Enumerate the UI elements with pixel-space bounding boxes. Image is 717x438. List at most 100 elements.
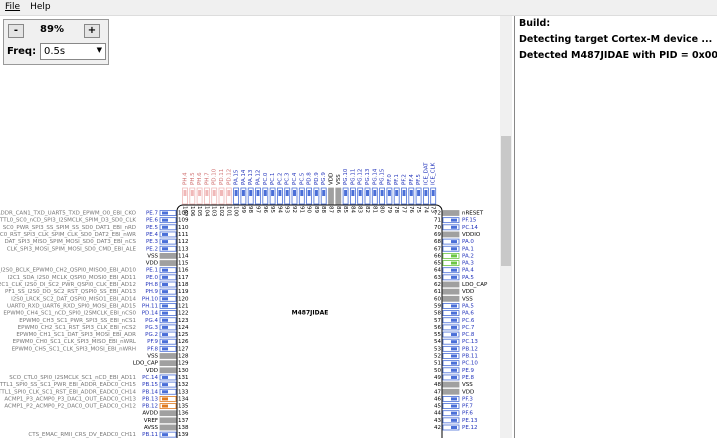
- pin-name: PG.15: [380, 168, 386, 185]
- pin-number: 51: [434, 361, 441, 367]
- pin-fill: [451, 368, 457, 372]
- pin-function: EPWM0_CH4_SC1_nCD_SPI0_I2SMCLK_EBI_nCS0: [3, 311, 136, 317]
- pin-number: 111: [178, 232, 189, 238]
- pin-fill: [162, 311, 168, 315]
- pin-fill: [278, 190, 282, 196]
- pin-number: 70: [434, 225, 441, 231]
- pin-fill: [227, 190, 231, 196]
- pin-name: PF.7: [462, 404, 473, 410]
- pin-number: 43: [434, 418, 441, 424]
- pin-fill: [451, 347, 457, 351]
- pin-number: 76: [408, 206, 414, 213]
- pin-number: 123: [178, 318, 189, 324]
- pin-fill: [451, 426, 457, 429]
- pin-fill: [322, 190, 326, 196]
- pin-name: PC.7: [462, 325, 475, 331]
- pin-box: [159, 367, 177, 374]
- pin-name: PE.0: [146, 275, 159, 281]
- zoom-out[interactable]: -: [8, 24, 24, 38]
- pin-fill: [344, 190, 348, 196]
- pin-number: 64: [434, 268, 441, 274]
- pin-name: VSS: [462, 296, 473, 302]
- pin-fill: [351, 190, 355, 196]
- pin-function: EPWM0_CH3_SC1_PWR_SPI3_SS_EBI_nCS1: [19, 318, 136, 324]
- pin-name: VSS: [147, 354, 158, 360]
- pin-name: PG.13: [365, 168, 371, 185]
- pin-number: 132: [178, 382, 189, 388]
- pin-function: I2S0_LRCK_SC2_DAT_QSPI0_MISO1_EBI_AD14: [11, 296, 136, 302]
- pin-fill: [162, 397, 168, 401]
- pin-number: 128: [178, 354, 189, 360]
- pin-fill: [451, 333, 457, 337]
- pin-number: 44: [434, 411, 441, 417]
- build-panel: Build: Detecting target Cortex-M device …: [514, 16, 717, 438]
- pin-function: SC0_PWR_SPI3_SS_SPIM_SS_SD0_DAT1_EBI_nRD: [3, 225, 136, 231]
- pin-fill: [162, 225, 168, 229]
- pin-fill: [451, 261, 457, 265]
- pin-fill: [451, 311, 457, 315]
- pin-name: PA.2: [462, 253, 474, 259]
- pin-fill: [424, 190, 428, 196]
- menu-bar: File Help: [0, 0, 717, 16]
- pin-name: PC.0: [263, 172, 269, 185]
- pin-number: 115: [178, 261, 189, 267]
- pin-fill: [451, 411, 457, 415]
- pin-fill: [451, 318, 457, 322]
- pin-box: [159, 260, 177, 266]
- pin-name: PD.10: [212, 168, 218, 185]
- pin-fill: [451, 225, 457, 229]
- pin-name: VSS: [147, 253, 158, 259]
- pin-fill: [307, 190, 311, 196]
- pin-number: 102: [218, 206, 224, 217]
- pin-number: 122: [178, 311, 189, 317]
- pin-fill: [162, 340, 168, 344]
- chip-name: M487JIDAE: [292, 310, 329, 317]
- pin-number: 58: [434, 311, 441, 317]
- pin-fill: [451, 375, 457, 379]
- pin-name: PD.9: [314, 172, 320, 185]
- pin-number: 97: [255, 206, 261, 213]
- pin-number: 62: [434, 282, 441, 288]
- pin-number: 133: [178, 389, 189, 395]
- pin-fill: [451, 340, 457, 344]
- pin-number: 139: [178, 432, 189, 438]
- pin-number: 99: [240, 206, 246, 213]
- pin-fill: [451, 418, 457, 422]
- pin-number: 96: [262, 206, 268, 213]
- pin-name: PB.12: [142, 404, 158, 410]
- freq-select[interactable]: 0.5s ▼: [40, 43, 106, 60]
- pin-name: PA.14: [241, 169, 247, 185]
- pin-name: PB.13: [142, 396, 158, 402]
- pin-function: EPWM0_CH5_SC1_CLK_SPI3_MOSI_EBI_nWRH: [12, 346, 136, 352]
- pin-name: PG.14: [372, 168, 378, 185]
- pin-fill: [451, 361, 457, 365]
- pin-number: 79: [386, 206, 392, 213]
- pin-name: PF.9: [147, 339, 158, 345]
- pin-fill: [212, 190, 216, 196]
- pin-name: VDDIO: [462, 232, 481, 238]
- pin-fill: [205, 190, 209, 196]
- pin-name: PH.9: [145, 289, 158, 295]
- pin-name: VDD: [329, 173, 335, 185]
- menu-help[interactable]: Help: [30, 2, 51, 12]
- scroll-thumb[interactable]: [501, 136, 511, 266]
- pin-number: 93: [284, 206, 290, 213]
- pin-box: [442, 388, 460, 395]
- pin-number: 107: [182, 206, 188, 217]
- pin-number: 131: [178, 375, 189, 381]
- pin-function: ACMP1_P3_ACMP0_P3_DAC1_OUT_EADC0_CH13: [4, 396, 136, 402]
- pin-name: PF.15: [462, 218, 477, 224]
- zoom-in[interactable]: +: [84, 24, 100, 38]
- pin-name: LDO_CAP: [133, 361, 159, 367]
- pin-function: EPWM0_CH1_SC1_DAT_SPI3_MOSI_EBI_ADR: [16, 332, 136, 338]
- pin-function: ACMP1_P2_ACMP0_P2_DAC0_OUT_EADC0_CH12: [4, 404, 136, 410]
- pin-fill: [451, 254, 457, 258]
- pin-name: VSS: [462, 382, 473, 388]
- pin-name: PG.10: [343, 168, 349, 185]
- pin-fill: [249, 190, 253, 196]
- pin-name: PA.12: [256, 170, 262, 185]
- pin-number: 69: [434, 232, 441, 238]
- pin-fill: [271, 190, 275, 196]
- menu-file[interactable]: File: [5, 2, 21, 12]
- pin-function: TTL0_SC0_nCD_SPI3_I2SMCLK_SPIM_D3_SD0_CL…: [0, 218, 136, 224]
